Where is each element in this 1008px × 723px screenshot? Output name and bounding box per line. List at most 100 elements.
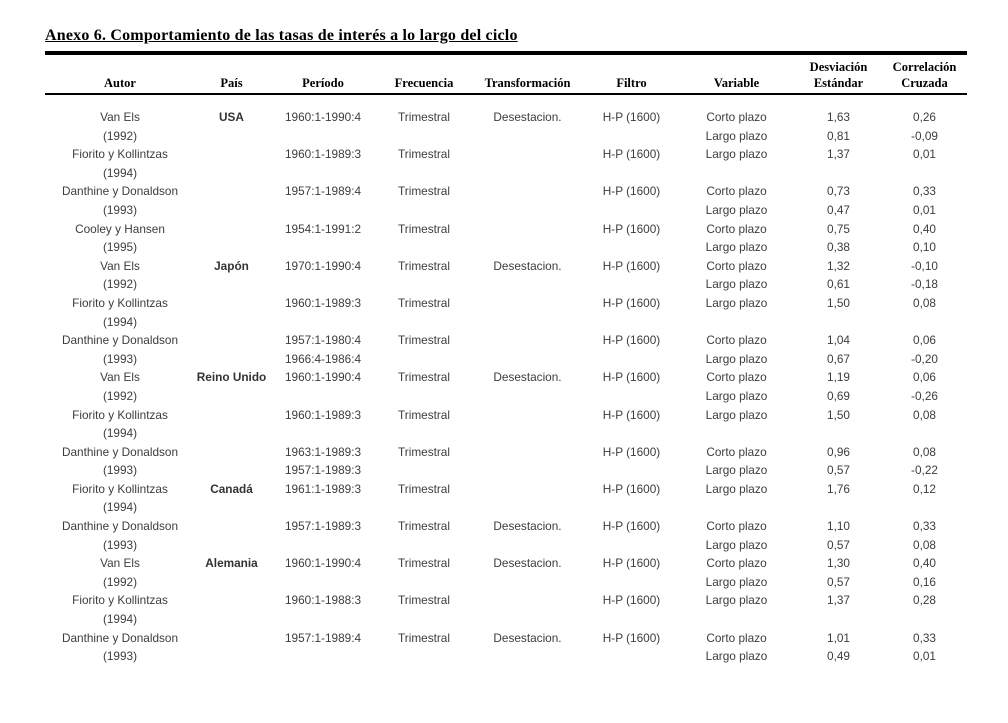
- cell-filtro: [585, 201, 678, 220]
- cell-correlacion: 0,12: [913, 481, 936, 496]
- cell-pais: [195, 350, 268, 369]
- cell-filtro: [585, 610, 678, 629]
- cell-correlacion: 0,33: [913, 519, 936, 534]
- cell-desviacion: 0,38: [827, 240, 850, 255]
- cell-pais: Canadá: [210, 481, 253, 496]
- cell-frecuencia: [378, 536, 470, 555]
- cell-frecuencia: Trimestral: [398, 556, 450, 571]
- cell-pais: [195, 573, 268, 592]
- table-row: (1993) Largo plazo 0,47 0,01: [45, 201, 967, 220]
- cell-variable: Largo plazo: [705, 147, 768, 162]
- cell-variable: [678, 424, 795, 443]
- cell-frecuencia: Trimestral: [398, 333, 450, 348]
- cell-periodo: 1954:1-1991:2: [284, 221, 362, 236]
- cell-frecuencia: [378, 498, 470, 517]
- cell-periodo: 1957:1-1989:4: [284, 630, 362, 645]
- cell-variable: Largo plazo: [705, 277, 768, 292]
- cell-autor: Danthine y Donaldson: [61, 184, 179, 199]
- table-row: Fiorito y Kollintzas 1960:1-1989:3 Trimest…: [45, 145, 967, 164]
- cell-frecuencia: [378, 164, 470, 183]
- col-header-correlacion-line2: Cruzada: [882, 75, 967, 95]
- table-row: Fiorito y Kollintzas 1960:1-1988:3 Trimest…: [45, 591, 967, 610]
- cell-desviacion: 1,32: [827, 258, 850, 273]
- cell-variable: Largo plazo: [705, 388, 768, 403]
- cell-filtro: [585, 536, 678, 555]
- header-spacer: [45, 55, 195, 75]
- cell-periodo: 1960:1-1990:4: [284, 370, 362, 385]
- cell-filtro: H-P (1600): [602, 370, 661, 385]
- cell-frecuencia: Trimestral: [398, 630, 450, 645]
- cell-transformacion: [470, 443, 585, 462]
- cell-desviacion: 0,57: [827, 537, 850, 552]
- cell-desviacion: 0,67: [827, 351, 850, 366]
- cell-filtro: H-P (1600): [602, 295, 661, 310]
- cell-autor: Van Els: [100, 110, 140, 124]
- cell-correlacion: 0,08: [913, 407, 936, 422]
- cell-pais: [195, 536, 268, 555]
- cell-filtro: [585, 424, 678, 443]
- table-row: Fiorito y Kollintzas Canadá 1961:1-1989:3 T…: [45, 480, 967, 499]
- header-row-top: Desviación Correlación: [45, 55, 967, 75]
- cell-frecuencia: [378, 424, 470, 443]
- table-row: Van Els Japón 1970:1-1990:4 Trimestral Deses…: [45, 257, 967, 276]
- cell-periodo: [268, 387, 378, 406]
- cell-periodo: 1970:1-1990:4: [284, 258, 362, 273]
- cell-filtro: H-P (1600): [602, 184, 661, 199]
- cell-filtro: H-P (1600): [602, 110, 661, 124]
- table-row: (1993) Largo plazo 0,57 0,08: [45, 536, 967, 555]
- cell-autor: Fiorito y Kollintzas: [72, 147, 168, 162]
- cell-transformacion: [470, 220, 585, 239]
- cell-autor: Danthine y Donaldson: [61, 333, 179, 348]
- cell-desviacion: 0,57: [827, 463, 850, 478]
- table-body: Van Els USA 1960:1-1990:4 Trimestral Desesta…: [45, 94, 967, 666]
- cell-transformacion: [470, 331, 585, 350]
- cell-desviacion: [795, 424, 882, 443]
- cell-transformacion: [470, 424, 585, 443]
- table-row: (1993) 1966:4-1986:4 Largo plazo 0,67 -0,20: [45, 350, 967, 369]
- cell-transformacion: Desestacion.: [493, 258, 562, 273]
- cell-desviacion: 1,19: [827, 370, 850, 385]
- cell-periodo: [268, 647, 378, 666]
- cell-periodo: 1960:1-1989:3: [284, 407, 362, 422]
- cell-frecuencia: [378, 238, 470, 257]
- cell-pais: [195, 610, 268, 629]
- cell-autor: (1993): [102, 202, 138, 217]
- cell-pais: [195, 387, 268, 406]
- cell-desviacion: 0,57: [827, 574, 850, 589]
- col-header-pais: País: [195, 75, 268, 95]
- cell-autor: Cooley y Hansen: [75, 221, 165, 236]
- cell-filtro: H-P (1600): [602, 481, 661, 496]
- table-row: Danthine y Donaldson 1957:1-1989:3 Trimest…: [45, 517, 967, 536]
- cell-pais: [195, 443, 268, 462]
- cell-correlacion: 0,40: [913, 221, 936, 236]
- cell-filtro: [585, 350, 678, 369]
- cell-variable: Corto plazo: [706, 444, 767, 459]
- cell-autor: Danthine y Donaldson: [61, 444, 179, 459]
- cell-periodo: [268, 275, 378, 294]
- cell-frecuencia: Trimestral: [398, 519, 450, 534]
- cell-pais: [195, 406, 268, 425]
- cell-periodo: 1960:1-1990:4: [284, 110, 362, 124]
- cell-variable: Corto plazo: [706, 333, 767, 348]
- cell-correlacion: 0,08: [913, 295, 936, 310]
- table-row: Van Els Alemania 1960:1-1990:4 Trimestral De…: [45, 554, 967, 573]
- cell-frecuencia: Trimestral: [398, 184, 450, 199]
- cell-frecuencia: Trimestral: [398, 444, 450, 459]
- cell-correlacion: 0,33: [913, 184, 936, 199]
- cell-desviacion: 1,50: [827, 295, 850, 310]
- table-row: (1994): [45, 498, 967, 517]
- cell-pais: [195, 647, 268, 666]
- table-row: (1994): [45, 313, 967, 332]
- cell-frecuencia: [378, 647, 470, 666]
- cell-desviacion: [795, 313, 882, 332]
- cell-transformacion: [470, 350, 585, 369]
- cell-transformacion: [470, 498, 585, 517]
- cell-pais: Reino Unido: [196, 370, 267, 385]
- cell-filtro: H-P (1600): [602, 630, 661, 645]
- col-header-variable: Variable: [678, 75, 795, 95]
- cell-filtro: H-P (1600): [602, 519, 661, 534]
- cell-frecuencia: Trimestral: [398, 481, 450, 496]
- cell-periodo: 1960:1-1989:3: [284, 147, 362, 162]
- cell-filtro: H-P (1600): [602, 221, 661, 236]
- table-row: (1993) 1957:1-1989:3 Largo plazo 0,57 -0,22: [45, 461, 967, 480]
